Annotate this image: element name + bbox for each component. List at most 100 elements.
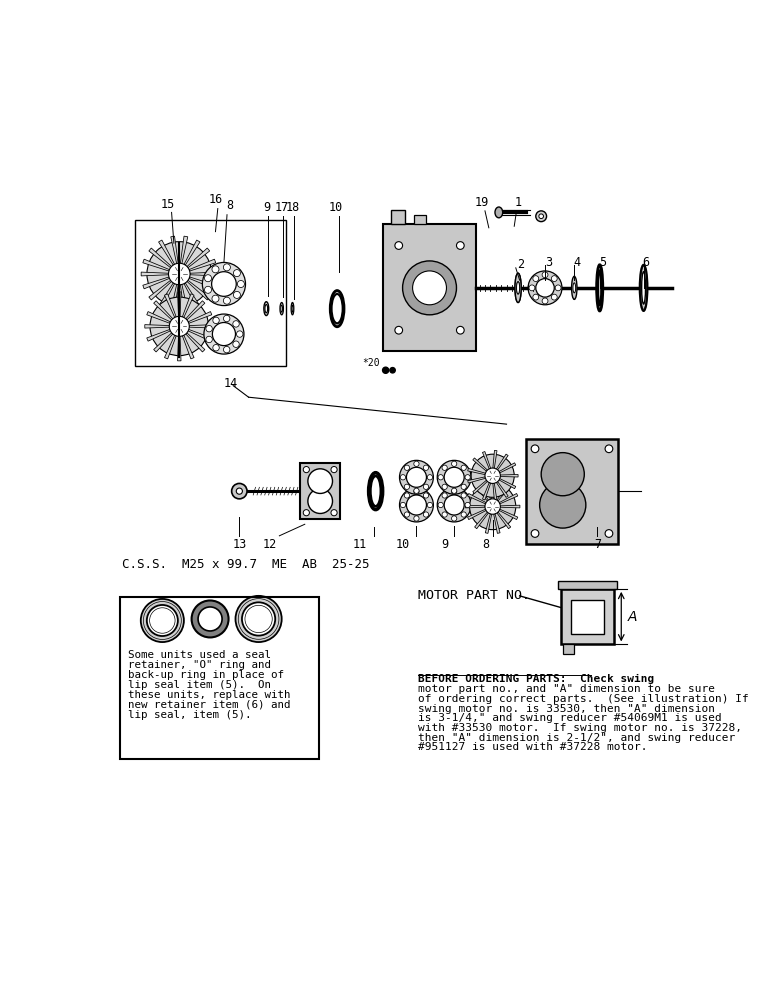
Circle shape (223, 264, 230, 271)
Circle shape (461, 484, 466, 489)
Polygon shape (468, 468, 486, 475)
Text: of ordering correct parts.  (See illustration) If: of ordering correct parts. (See illustra… (418, 694, 749, 704)
Polygon shape (154, 301, 173, 320)
Polygon shape (189, 259, 215, 271)
Circle shape (212, 323, 235, 346)
Circle shape (529, 285, 535, 291)
Circle shape (212, 295, 219, 302)
Circle shape (405, 465, 409, 470)
Circle shape (212, 272, 236, 296)
Text: 18: 18 (286, 201, 300, 214)
Ellipse shape (642, 272, 645, 304)
Polygon shape (147, 329, 171, 341)
Ellipse shape (330, 291, 344, 327)
Circle shape (168, 263, 190, 285)
Polygon shape (171, 284, 178, 312)
Circle shape (406, 467, 426, 487)
Polygon shape (499, 479, 516, 489)
Circle shape (331, 466, 337, 473)
Polygon shape (499, 463, 516, 473)
Polygon shape (496, 482, 508, 497)
Text: 7: 7 (594, 538, 601, 551)
Polygon shape (184, 240, 200, 265)
Circle shape (223, 346, 230, 353)
Ellipse shape (495, 207, 503, 218)
Circle shape (452, 489, 457, 494)
Circle shape (233, 291, 240, 298)
Circle shape (551, 294, 557, 300)
Circle shape (437, 488, 471, 522)
Polygon shape (149, 248, 171, 268)
Circle shape (236, 331, 243, 337)
Circle shape (395, 326, 402, 334)
Ellipse shape (598, 271, 601, 305)
Text: 14: 14 (224, 377, 239, 390)
Circle shape (414, 488, 419, 493)
Circle shape (444, 467, 464, 487)
Circle shape (465, 475, 470, 480)
Polygon shape (158, 240, 174, 265)
Polygon shape (499, 494, 518, 504)
Bar (563, 644, 574, 654)
Text: MOTOR PART NO.: MOTOR PART NO. (418, 589, 530, 602)
Ellipse shape (264, 302, 269, 316)
Circle shape (542, 298, 548, 304)
Circle shape (452, 461, 457, 466)
Circle shape (452, 516, 457, 521)
Polygon shape (486, 480, 492, 499)
Circle shape (414, 461, 419, 466)
Circle shape (485, 499, 500, 514)
Circle shape (605, 530, 613, 537)
Circle shape (206, 336, 212, 343)
Circle shape (213, 317, 219, 324)
Circle shape (233, 321, 239, 327)
Circle shape (205, 275, 212, 282)
Polygon shape (188, 329, 212, 341)
Bar (558, 581, 617, 589)
Circle shape (191, 600, 229, 637)
Circle shape (471, 454, 514, 497)
Circle shape (536, 279, 554, 297)
Ellipse shape (515, 273, 521, 302)
Text: A: A (628, 610, 637, 624)
Polygon shape (171, 236, 178, 264)
Polygon shape (475, 484, 489, 501)
Circle shape (539, 214, 543, 219)
Text: Some units used a seal: Some units used a seal (127, 650, 271, 660)
Polygon shape (186, 333, 205, 352)
Polygon shape (482, 452, 491, 469)
Text: back-up ring in place of: back-up ring in place of (127, 670, 283, 680)
Text: 10: 10 (328, 201, 343, 214)
Circle shape (437, 460, 471, 494)
Polygon shape (500, 505, 520, 508)
Bar (414, 215, 425, 224)
Circle shape (399, 488, 433, 522)
Polygon shape (143, 259, 169, 271)
Text: motor part no., and "A" dimension to be sure: motor part no., and "A" dimension to be … (418, 684, 715, 694)
Circle shape (541, 453, 584, 496)
Text: 3: 3 (545, 256, 552, 269)
Circle shape (542, 272, 548, 278)
Ellipse shape (516, 282, 520, 294)
Circle shape (401, 475, 405, 480)
Ellipse shape (265, 304, 268, 313)
Bar (300, 463, 340, 519)
Text: with #33530 motor.  If swing motor no. is 37228,: with #33530 motor. If swing motor no. is… (418, 723, 742, 733)
Ellipse shape (640, 265, 648, 311)
Ellipse shape (571, 276, 577, 299)
Polygon shape (472, 480, 487, 494)
Circle shape (469, 483, 516, 530)
Text: 2: 2 (517, 258, 524, 271)
Circle shape (444, 495, 464, 515)
Text: lip seal, item (5).: lip seal, item (5). (127, 710, 251, 720)
Circle shape (303, 466, 310, 473)
Circle shape (536, 211, 547, 222)
Circle shape (423, 493, 428, 498)
Circle shape (206, 325, 212, 332)
Bar (120, 597, 319, 759)
Circle shape (533, 276, 539, 282)
Circle shape (485, 468, 500, 483)
Circle shape (233, 341, 239, 347)
Bar (526, 439, 618, 544)
Circle shape (442, 484, 447, 489)
